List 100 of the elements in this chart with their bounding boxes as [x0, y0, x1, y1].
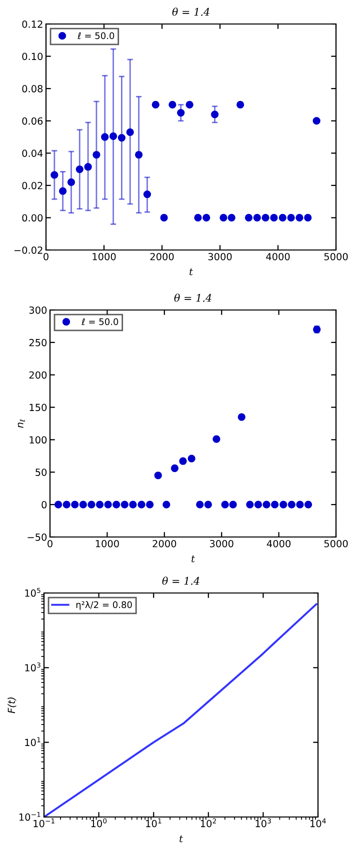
x-tick-label: 1000 [96, 540, 119, 548]
point [59, 187, 67, 195]
point [194, 214, 202, 222]
point [253, 214, 261, 222]
point [154, 472, 162, 480]
point [179, 457, 187, 465]
y-tick-label: 10$^{3}$ [25, 662, 40, 672]
x-tick-label: 0 [48, 540, 52, 548]
point [238, 413, 246, 421]
y-axis-title: n$_{ℓ}$ [18, 420, 25, 428]
point [170, 464, 179, 472]
x-tick-label: 10$^{2}$ [200, 818, 216, 828]
point [287, 214, 295, 222]
y-tick-label: 0.12 [22, 20, 42, 28]
point [146, 500, 154, 508]
y-tick-label: 0.10 [22, 52, 43, 60]
x-tick-label: 10$^{0}$ [91, 818, 107, 828]
point [288, 500, 296, 508]
point [168, 100, 176, 109]
point [96, 500, 104, 508]
point [120, 500, 128, 508]
y-tick-label: 0.08 [22, 85, 43, 92]
point [177, 108, 185, 117]
x-axis-title: t [180, 836, 183, 842]
legend-label: ℓ = 50.0 [81, 318, 118, 326]
point [186, 100, 194, 109]
chart-title: θ = 1.4 [172, 8, 210, 16]
point [236, 100, 244, 109]
x-tick-label: 1000 [92, 252, 116, 260]
y-tick-label: 150 [30, 404, 47, 412]
point [312, 117, 320, 125]
y-tick-label: 0 [42, 501, 47, 508]
y-tick-label: −0.02 [14, 246, 42, 254]
y-tick-label: 50 [36, 468, 47, 476]
x-tick-label: 2000 [152, 540, 176, 548]
y-tick-label: 0.00 [22, 214, 43, 222]
point [76, 165, 84, 174]
y-tick-label: 0.06 [22, 117, 43, 125]
chart-title: θ = 1.4 [174, 294, 212, 302]
y-tick-label: 300 [29, 306, 47, 314]
y-tick-label: 200 [29, 371, 47, 379]
point [188, 454, 196, 462]
point [262, 214, 270, 222]
x-axis-title: t [192, 556, 195, 562]
chart-title: θ = 1.4 [162, 576, 200, 585]
point [88, 500, 96, 508]
point [280, 500, 288, 508]
point [54, 500, 62, 508]
point [50, 171, 58, 179]
point [262, 500, 270, 508]
point [67, 178, 76, 186]
point [296, 214, 304, 222]
point [143, 190, 152, 198]
point [104, 500, 112, 508]
point [304, 214, 312, 222]
x-tick-label: 4000 [266, 540, 291, 548]
x-axis-title: t [190, 268, 193, 276]
point [112, 500, 120, 508]
y-tick-label: −50 [28, 533, 47, 541]
point [221, 500, 229, 508]
point [118, 134, 126, 142]
x-tick-label: 10$^{3}$ [256, 818, 271, 828]
x-tick-label: 10$^{1}$ [146, 818, 162, 828]
point [228, 214, 236, 222]
point [92, 150, 100, 159]
legend-label: η²λ/2 = 0.80 [76, 601, 132, 610]
point [202, 214, 210, 222]
point [246, 500, 254, 508]
y-tick-label: 10$^{−1}$ [19, 812, 40, 821]
point [126, 128, 134, 136]
point [220, 214, 228, 222]
x-tick-label: 5000 [324, 252, 348, 260]
x-tick-label: 10$^{4}$ [310, 818, 326, 828]
x-tick-label: 2000 [150, 252, 174, 260]
point [212, 435, 220, 443]
x-tick-label: 5000 [324, 540, 348, 548]
point [204, 500, 212, 508]
point [196, 500, 204, 508]
legend-label: ℓ = 50.0 [77, 32, 114, 40]
point [162, 500, 170, 508]
y-tick-label: 0.02 [22, 182, 42, 190]
y-tick-label: 250 [29, 338, 47, 346]
point [296, 500, 304, 508]
x-tick-label: 3000 [208, 252, 232, 260]
point [160, 214, 168, 222]
point [210, 110, 219, 118]
y-tick-label: 0.04 [22, 150, 43, 157]
point [229, 500, 237, 508]
y-tick-label: 10$^{5}$ [25, 588, 40, 597]
point [270, 214, 278, 222]
point [84, 163, 92, 171]
point [79, 500, 87, 508]
point [109, 132, 118, 140]
x-tick-label: 4000 [266, 252, 290, 260]
x-tick-label: 3000 [210, 540, 234, 548]
y-tick-label: 100 [30, 436, 47, 444]
point [270, 500, 279, 508]
point [304, 500, 312, 508]
point [71, 500, 79, 508]
point [62, 500, 70, 508]
